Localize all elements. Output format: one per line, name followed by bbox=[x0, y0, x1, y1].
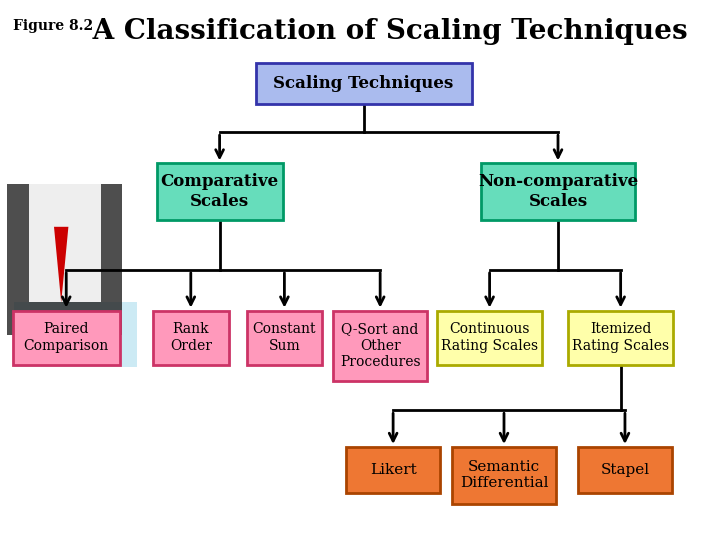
Text: Likert: Likert bbox=[370, 463, 416, 477]
FancyBboxPatch shape bbox=[153, 310, 229, 365]
Text: Semantic
Differential: Semantic Differential bbox=[460, 460, 548, 490]
Text: Itemized
Rating Scales: Itemized Rating Scales bbox=[572, 322, 669, 353]
Text: Paired
Comparison: Paired Comparison bbox=[24, 322, 109, 353]
Text: Continuous
Rating Scales: Continuous Rating Scales bbox=[441, 322, 538, 353]
FancyBboxPatch shape bbox=[29, 184, 101, 302]
FancyBboxPatch shape bbox=[481, 163, 635, 220]
Text: Figure 8.2: Figure 8.2 bbox=[13, 19, 93, 33]
Polygon shape bbox=[54, 227, 68, 302]
Text: Q-Sort and
Other
Procedures: Q-Sort and Other Procedures bbox=[340, 322, 420, 369]
FancyBboxPatch shape bbox=[452, 447, 556, 503]
FancyBboxPatch shape bbox=[569, 310, 673, 365]
FancyBboxPatch shape bbox=[256, 64, 472, 104]
Text: Constant
Sum: Constant Sum bbox=[253, 322, 316, 353]
FancyBboxPatch shape bbox=[438, 310, 542, 365]
Text: A Classification of Scaling Techniques: A Classification of Scaling Techniques bbox=[83, 18, 688, 45]
Text: Comparative
Scales: Comparative Scales bbox=[161, 173, 279, 210]
Text: Non-comparative
Scales: Non-comparative Scales bbox=[478, 173, 638, 210]
FancyBboxPatch shape bbox=[578, 447, 672, 492]
FancyBboxPatch shape bbox=[246, 310, 323, 365]
Text: Scaling Techniques: Scaling Techniques bbox=[274, 75, 454, 92]
FancyBboxPatch shape bbox=[13, 310, 120, 365]
FancyBboxPatch shape bbox=[333, 310, 427, 381]
FancyBboxPatch shape bbox=[14, 302, 137, 367]
FancyBboxPatch shape bbox=[346, 447, 440, 492]
Text: Stapel: Stapel bbox=[600, 463, 649, 477]
FancyBboxPatch shape bbox=[157, 163, 282, 220]
Text: Rank
Order: Rank Order bbox=[170, 322, 212, 353]
FancyBboxPatch shape bbox=[7, 184, 122, 335]
